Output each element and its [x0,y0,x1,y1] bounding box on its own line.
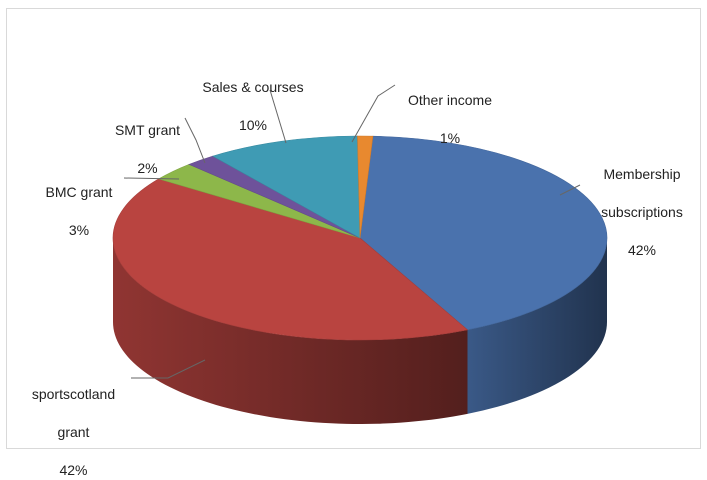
label-membership-value: 42% [627,242,657,258]
leader-sportscotland [131,359,206,379]
slice-sales-courses [211,135,361,239]
leader-bmc [123,177,180,180]
label-sportscotland-value: 42% [59,462,88,478]
leader-membership [559,184,581,196]
label-sportscotland: sportscotland grant 42% [16,366,131,480]
slice-membership-subscriptions [359,135,608,331]
slice-other-income [357,135,374,239]
label-smt-line1: SMT grant [114,122,181,138]
leader-other [351,84,396,143]
leader-sales [269,89,287,144]
label-sportscotland-line1: sportscotland [31,386,116,402]
label-smt-value: 2% [137,160,158,176]
label-membership-line2: subscriptions [601,204,683,220]
label-bmc-value: 3% [68,222,90,238]
label-smt: SMT grant 2% [100,102,195,178]
label-sales-line1: Sales & courses [202,79,304,95]
slice-sportscotland-grant [112,178,469,341]
label-bmc: BMC grant 3% [34,164,124,240]
label-membership-line1: Membership [603,166,681,182]
label-membership: Membership subscriptions 42% [572,146,707,260]
slice-side-membership-subscriptions [467,238,607,414]
label-other-line1: Other income [407,92,493,108]
label-sales-value: 10% [238,117,268,133]
label-other: Other income 1% [390,72,510,148]
leader-smt [184,117,206,164]
label-sales: Sales & courses 10% [183,59,323,135]
label-other-value: 1% [439,130,461,146]
label-sportscotland-line2: grant [57,424,90,440]
pie-chart [112,84,608,424]
label-bmc-line1: BMC grant [45,184,113,200]
slice-side-sportscotland-grant [113,238,468,424]
